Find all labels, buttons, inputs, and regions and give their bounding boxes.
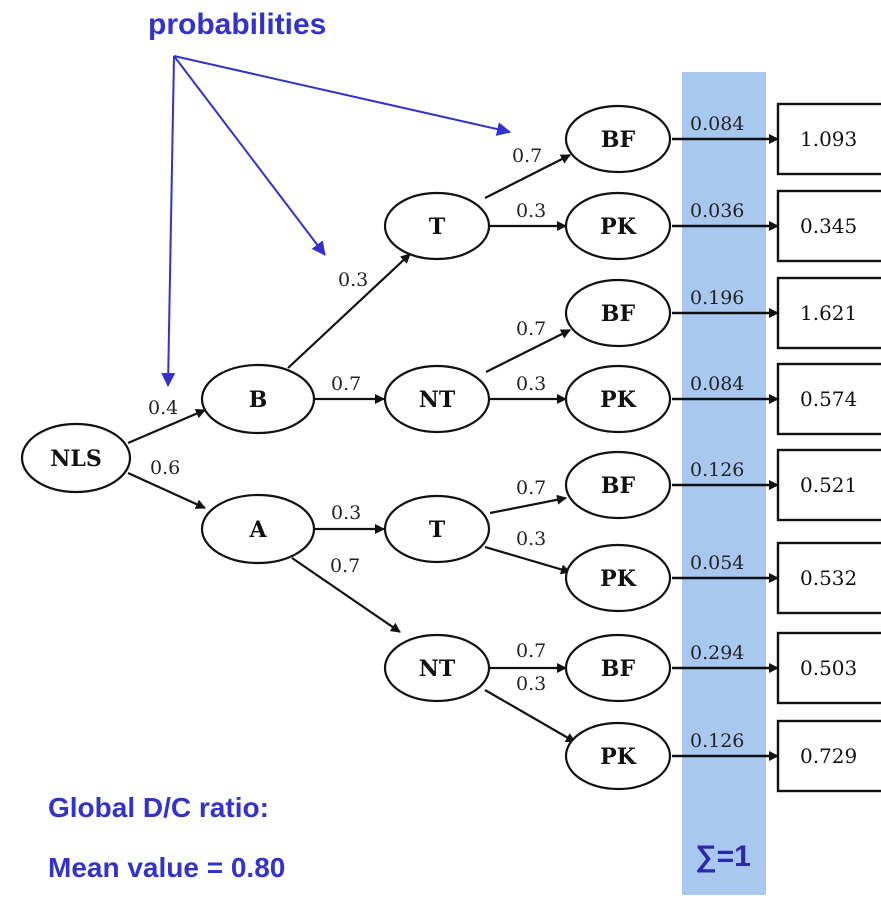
- prob-b-nt: 0.7: [331, 373, 361, 395]
- dc-ratio-5: 0.521: [800, 473, 857, 497]
- probabilities-annotation: probabilities: [148, 8, 327, 41]
- leaf-6-shape: [564, 543, 672, 613]
- leaf-3-shape: [564, 278, 672, 348]
- edge-at-pk: [484, 545, 571, 575]
- edge-ant-pk: [484, 689, 576, 743]
- edge-a-nt: [291, 557, 401, 633]
- edge-at-bf: [489, 494, 567, 515]
- prob-bt-bf: 0.7: [512, 145, 542, 167]
- dc-ratio-7: 0.503: [800, 656, 857, 680]
- node-b-shape: [200, 363, 316, 435]
- node-a: A: [248, 517, 267, 543]
- edge-bnt-bf: [485, 329, 571, 373]
- result-box-6: [776, 541, 881, 615]
- global-ratio-label: Global D/C ratio:: [48, 792, 269, 823]
- dc-ratio-1: 1.093: [800, 127, 857, 151]
- node-bnt-shape: [383, 364, 491, 434]
- node-a-t: T: [429, 517, 446, 543]
- path-prob-8: 0.126: [690, 730, 744, 752]
- result-box-4: [776, 362, 881, 436]
- leaf-6: PK: [600, 566, 637, 592]
- prob-b-t: 0.3: [338, 269, 368, 291]
- dc-ratio-4: 0.574: [800, 387, 857, 411]
- prob-bt-pk: 0.3: [516, 200, 546, 222]
- annotation-arrow-to-mid-prob: [173, 55, 326, 256]
- leaf-7-shape: [564, 633, 672, 703]
- path-prob-5: 0.126: [690, 459, 744, 481]
- result-box-2: [776, 189, 881, 263]
- edge-b-t: [287, 253, 411, 369]
- sum-column-highlight: [682, 72, 766, 895]
- prob-nls-a: 0.6: [150, 457, 180, 479]
- node-nls-shape: [20, 422, 132, 494]
- result-box-1: [776, 102, 881, 176]
- leaf-5-shape: [564, 450, 672, 520]
- path-prob-1: 0.084: [690, 113, 744, 135]
- node-a-nt: NT: [419, 656, 456, 682]
- path-prob-6: 0.054: [690, 552, 744, 574]
- leaf-8: PK: [600, 744, 637, 770]
- prob-bnt-bf: 0.7: [516, 318, 546, 340]
- dc-ratio-2: 0.345: [800, 214, 857, 238]
- mean-value-label: Mean value = 0.80: [48, 852, 286, 883]
- prob-ant-bf: 0.7: [516, 640, 546, 662]
- leaf-1-shape: [564, 104, 672, 174]
- annotation-arrow-to-root-prob: [161, 55, 176, 387]
- node-at-shape: [383, 494, 491, 564]
- prob-nls-b: 0.4: [148, 397, 178, 419]
- prob-ant-pk: 0.3: [516, 673, 546, 695]
- dc-ratio-6: 0.532: [800, 566, 857, 590]
- prob-a-nt: 0.7: [330, 555, 360, 577]
- leaf-7: BF: [601, 656, 636, 682]
- prob-at-bf: 0.7: [516, 477, 546, 499]
- dc-ratio-3: 1.621: [800, 301, 857, 325]
- node-ant-shape: [383, 633, 491, 703]
- result-box-3: [776, 276, 881, 350]
- edge-bt-bf: [484, 154, 571, 199]
- node-b: B: [249, 387, 268, 413]
- prob-bnt-pk: 0.3: [516, 373, 546, 395]
- node-bt-shape: [383, 191, 491, 261]
- path-prob-4: 0.084: [690, 373, 744, 395]
- leaf-4: PK: [600, 387, 637, 413]
- result-box-7: [776, 631, 881, 705]
- edge-nls-b: [127, 408, 206, 445]
- sum-label: ∑=1: [695, 840, 751, 873]
- leaf-3: BF: [601, 301, 636, 327]
- annotation-arrow-to-leaf-prob: [173, 55, 511, 136]
- path-prob-3: 0.196: [690, 287, 744, 309]
- path-prob-7: 0.294: [690, 642, 744, 664]
- result-box-8: [776, 719, 881, 793]
- path-prob-2: 0.036: [690, 200, 744, 222]
- edge-nls-a: [127, 471, 206, 510]
- leaf-2-shape: [564, 191, 672, 261]
- node-b-nt: NT: [419, 387, 456, 413]
- leaf-5: BF: [601, 473, 636, 499]
- result-box-5: [776, 448, 881, 522]
- leaf-4-shape: [564, 364, 672, 434]
- prob-a-t: 0.3: [331, 502, 361, 524]
- node-a-shape: [200, 493, 316, 565]
- leaf-8-shape: [564, 721, 672, 791]
- dc-ratio-8: 0.729: [800, 744, 857, 768]
- node-nls: NLS: [50, 446, 101, 472]
- leaf-1: BF: [601, 127, 636, 153]
- node-b-t: T: [429, 214, 446, 240]
- prob-at-pk: 0.3: [516, 528, 546, 550]
- leaf-2: PK: [600, 214, 637, 240]
